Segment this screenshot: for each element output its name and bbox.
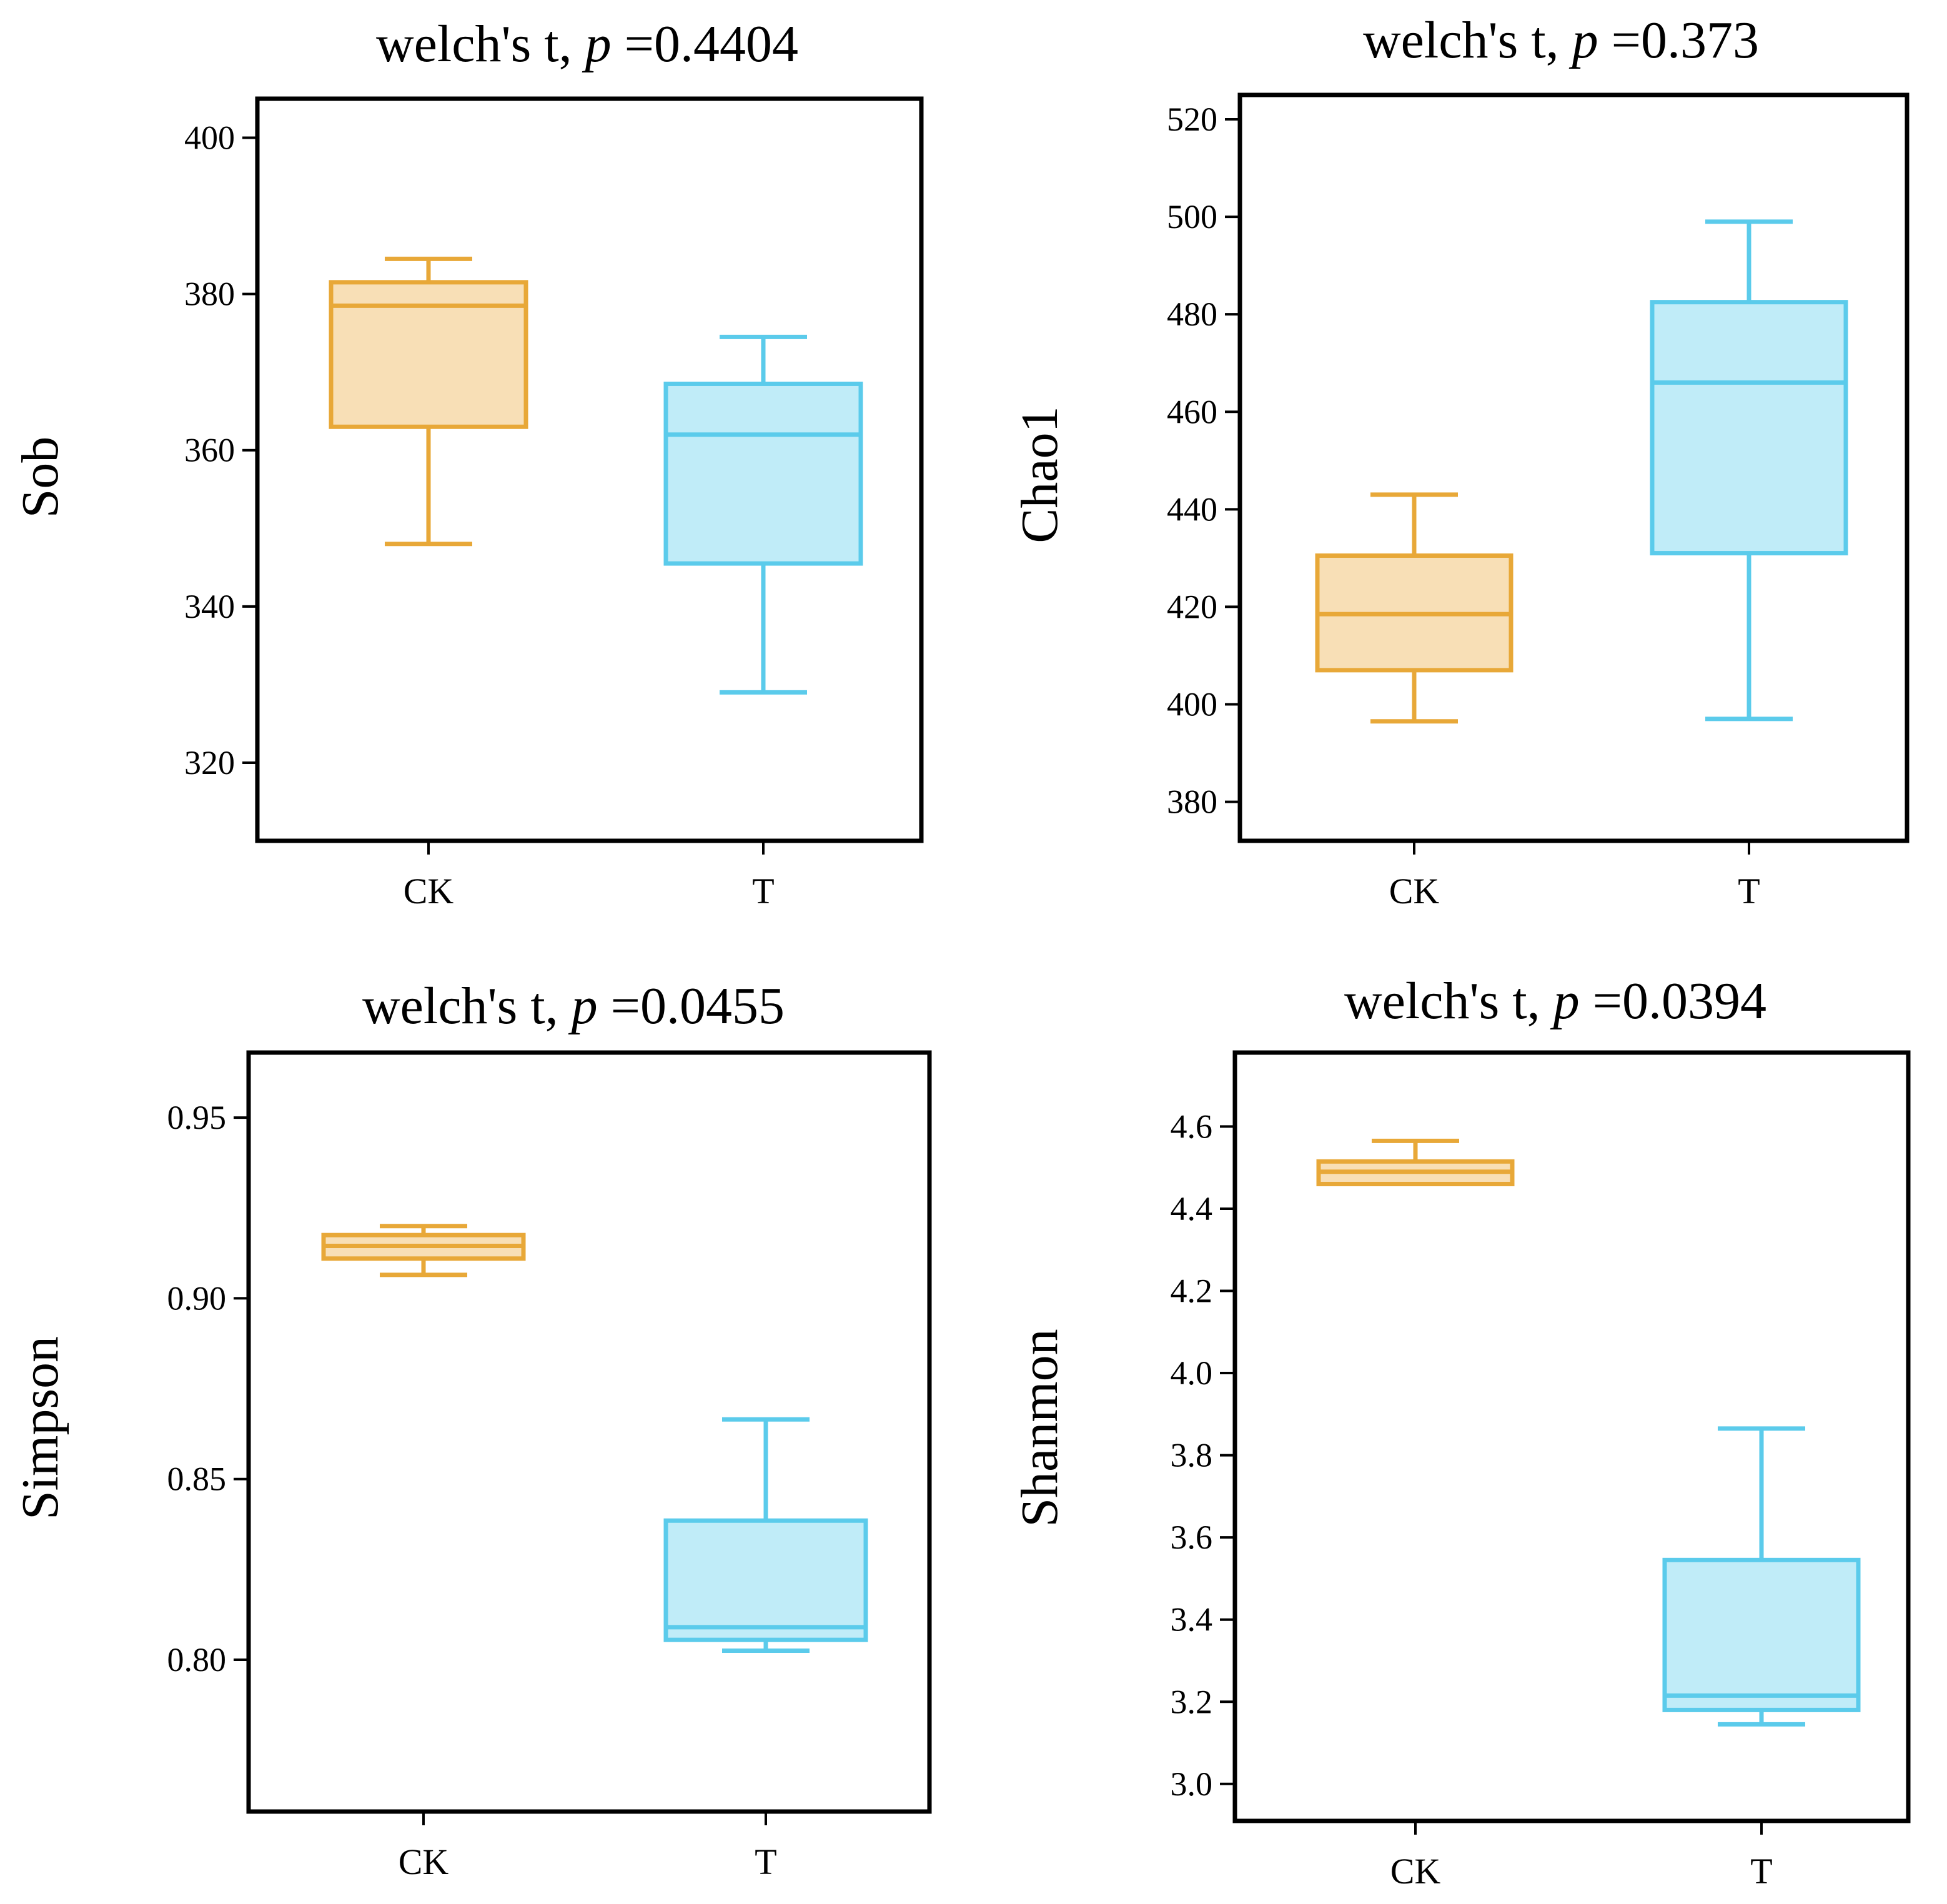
y-tick-label: 500: [1167, 198, 1217, 236]
x-axis-categories: CK T: [1389, 841, 1760, 911]
y-tick-label: 3.4: [1171, 1601, 1213, 1639]
y-tick-label: 440: [1167, 490, 1217, 528]
y-axis-ticks: 0.80 0.85 0.90 0.95: [167, 1099, 249, 1678]
y-tick-label: 4.0: [1171, 1354, 1213, 1392]
y-tick-label: 3.6: [1171, 1519, 1213, 1556]
box-t: [1650, 219, 1848, 721]
box-t: [663, 1417, 868, 1654]
y-axis-label: Chao1: [1011, 406, 1069, 543]
y-tick-label: 3.8: [1171, 1437, 1213, 1474]
panel-title: welch's t, p =0.0394: [1344, 972, 1766, 1030]
y-axis-ticks: 3.0 3.2 3.4 3.6 3.8 4.0 4.2 4.4 4.6: [1171, 1108, 1235, 1803]
panel-shanmon: welch's t, p =0.0394 Shanmon 3.03.23.43.…: [1011, 972, 1911, 1892]
y-axis-label: Sob: [11, 437, 69, 518]
box-series: [1316, 1138, 1861, 1727]
y-tick-label: 0.85: [167, 1460, 227, 1498]
box-ck: [1315, 492, 1514, 724]
box-t: [663, 334, 863, 695]
y-tick-label: 3.0: [1171, 1765, 1213, 1803]
x-tick-label: CK: [1390, 1851, 1441, 1892]
y-tick-label: 400: [1167, 685, 1217, 723]
box-series: [321, 1224, 868, 1654]
y-tick-label: 0.80: [167, 1641, 227, 1678]
iqr-box: [663, 1518, 868, 1642]
y-tick-label: 4.2: [1171, 1272, 1213, 1309]
y-tick-label: 460: [1167, 393, 1217, 430]
y-axis-ticks: 320 340 360 380 400: [184, 119, 257, 781]
iqr-box: [1662, 1557, 1861, 1712]
y-tick-label: 3.2: [1171, 1683, 1213, 1720]
y-tick-label: 4.6: [1171, 1108, 1213, 1145]
y-tick-label: 480: [1167, 295, 1217, 333]
x-axis-categories: CK T: [404, 841, 775, 911]
y-tick-label: 0.90: [167, 1279, 227, 1317]
panel-title: welch's t, p =0.0455: [362, 977, 785, 1035]
panel-sob: welch's t, p =0.4404 Sob 320 340 360 380 400…: [11, 15, 924, 911]
x-axis-categories: CK T: [399, 1812, 777, 1882]
box-t: [1662, 1426, 1861, 1727]
x-tick-label: T: [755, 1842, 776, 1882]
y-axis-ticks: 380 400 420 440 460 480 500 520: [1167, 101, 1240, 821]
y-tick-label: 0.95: [167, 1099, 227, 1136]
y-tick-label: 520: [1167, 101, 1217, 138]
iqr-box: [663, 381, 863, 566]
plot-frame: [1237, 92, 1910, 843]
box-series: [329, 256, 863, 695]
plot-frame: [246, 1050, 932, 1814]
y-tick-label: 420: [1167, 588, 1217, 625]
x-tick-label: T: [752, 871, 774, 911]
box-series: [1315, 219, 1848, 724]
box-ck: [321, 1224, 526, 1277]
x-tick-label: CK: [1389, 871, 1440, 911]
y-tick-label: 340: [184, 588, 235, 625]
x-tick-label: T: [1750, 1851, 1772, 1892]
x-tick-label: T: [1738, 871, 1760, 911]
x-tick-label: CK: [404, 871, 454, 911]
plot-frame: [1232, 1050, 1911, 1823]
panel-chao1: welch's t, p =0.373 Chao1 380 400 420 440 46…: [1011, 11, 1910, 911]
y-axis-label: Simpson: [11, 1336, 69, 1520]
x-tick-label: CK: [399, 1842, 449, 1882]
panel-simpson: welch's t, p =0.0455 Simpson 0.80 0.85 0.9…: [11, 977, 932, 1882]
y-tick-label: 320: [184, 744, 235, 781]
y-tick-label: 4.4: [1171, 1190, 1213, 1227]
y-tick-label: 380: [184, 275, 235, 313]
plot-frame: [255, 96, 924, 843]
y-tick-label: 360: [184, 432, 235, 469]
x-axis-categories: CK T: [1390, 1821, 1773, 1892]
panel-title: welch's t, p =0.4404: [376, 15, 798, 73]
panel-title: welch's t, p =0.373: [1363, 11, 1759, 69]
box-ck: [1316, 1138, 1515, 1186]
y-axis-label: Shanmon: [1011, 1329, 1069, 1527]
iqr-box: [1650, 300, 1848, 556]
y-tick-label: 380: [1167, 783, 1217, 821]
box-ck: [329, 256, 528, 547]
y-tick-label: 400: [184, 119, 235, 157]
